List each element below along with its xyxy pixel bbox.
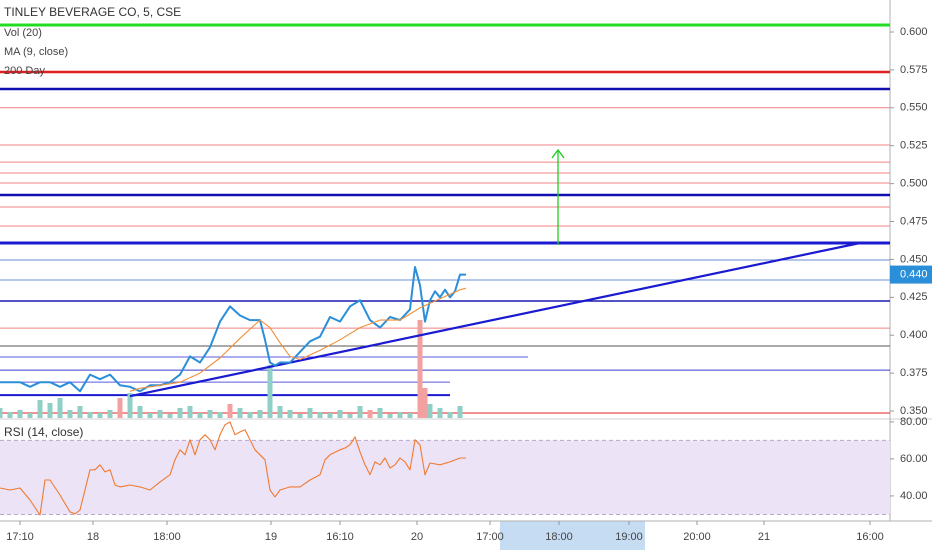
volume-bar — [422, 388, 428, 418]
y-tick-label: 0.400 — [900, 329, 928, 341]
x-tick-label: 20:00 — [683, 531, 711, 543]
volume-bar — [207, 410, 213, 418]
volume-bar — [87, 412, 93, 418]
volume-bar — [127, 393, 133, 418]
volume-bar — [97, 413, 103, 418]
volume-bar — [147, 413, 153, 418]
y-tick-label: 0.500 — [900, 178, 928, 190]
volume-bar — [427, 404, 433, 418]
volume-bar — [337, 410, 343, 418]
plot: 0.600 0.575 0.550 0.525 0.500 0.475 0.450 0.425… — [0, 5, 932, 543]
rsi-band — [0, 440, 890, 515]
volume-bar — [7, 412, 13, 418]
volume-bar — [0, 408, 3, 418]
volume-bar — [197, 413, 203, 418]
volume-bar — [347, 414, 353, 418]
volume-bar — [257, 410, 263, 418]
volume-bar — [237, 408, 243, 418]
x-tick-label: 18:00 — [545, 531, 573, 543]
volume-bar — [377, 408, 383, 418]
x-tick-label: 19:00 — [615, 531, 643, 543]
volume-bar — [357, 406, 363, 418]
volume-bar — [327, 413, 333, 418]
volume-bar — [137, 406, 143, 418]
volume-bar — [167, 414, 173, 418]
pane-title: RSI (14, close) — [4, 425, 83, 439]
last-price-box — [890, 265, 932, 284]
volume-bar — [17, 410, 23, 418]
volume-bar — [277, 406, 283, 418]
y-tick-label: 0.350 — [900, 405, 928, 417]
volume-bar — [457, 406, 463, 418]
x-tick-label: 18 — [87, 531, 99, 543]
x-tick-label: 20 — [411, 531, 423, 543]
volume-bar — [227, 404, 233, 418]
volume-bar — [367, 410, 373, 418]
volume-bar — [217, 412, 223, 418]
volume-bar — [77, 406, 83, 418]
y-tick-label: 0.575 — [900, 64, 928, 76]
volume-bar — [187, 406, 193, 418]
volume-bar — [287, 410, 293, 418]
y-tick-label: 0.600 — [900, 26, 928, 38]
volume-bar — [177, 408, 183, 418]
x-tick-label: 17:00 — [476, 531, 504, 543]
volume-bar — [117, 398, 123, 418]
volume-bar — [157, 410, 163, 418]
y-tick-label: 40.00 — [900, 490, 928, 502]
volume-bar — [37, 400, 43, 418]
volume-bar — [397, 412, 403, 418]
volume-bar — [107, 410, 113, 418]
arrow-head — [551, 148, 565, 159]
y-tick-label: 60.00 — [900, 453, 928, 465]
y-tick-label: 0.525 — [900, 140, 928, 152]
volume-bar — [297, 414, 303, 418]
indicator-label: MA (9, close) — [4, 46, 68, 58]
y-tick-label: 0.550 — [900, 102, 928, 114]
trend-line — [129, 241, 861, 398]
volume-bar — [317, 412, 323, 418]
volume-bar — [407, 413, 413, 418]
x-tick-label: 21 — [758, 531, 770, 543]
volume-bar — [307, 408, 313, 418]
x-tick-label: 16:00 — [856, 531, 884, 543]
last-price-label: 0.440 — [900, 268, 928, 280]
indicator-line — [129, 287, 467, 392]
y-tick-label: 0.475 — [900, 215, 928, 227]
volume-bar — [437, 408, 443, 418]
y-tick-label: 0.425 — [900, 291, 928, 303]
x-tick-label: 16:10 — [326, 531, 354, 543]
pane-title: TINLEY BEVERAGE CO, 5, CSE — [4, 5, 181, 19]
volume-bar — [67, 410, 73, 418]
volume-bar — [417, 320, 423, 418]
crosshair-range — [500, 521, 645, 550]
volume-bar — [447, 412, 453, 418]
x-tick-label: 19 — [265, 531, 277, 543]
y-tick-label: 80.00 — [900, 416, 928, 428]
x-tick-label: 18:00 — [153, 531, 181, 543]
indicator-label: Vol (20) — [4, 27, 42, 39]
volume-bar — [57, 398, 63, 418]
price-line — [0, 266, 466, 393]
y-tick-label: 0.450 — [900, 253, 928, 265]
indicator-label: 200 Day — [4, 65, 45, 77]
volume-bar — [387, 414, 393, 418]
volume-bar — [27, 413, 33, 418]
volume-bar — [267, 365, 273, 418]
price-line — [0, 421, 466, 516]
volume-bar — [247, 412, 253, 418]
y-tick-label: 0.375 — [900, 367, 928, 379]
x-tick-label: 17:10 — [6, 531, 34, 543]
volume-bar — [47, 403, 53, 418]
